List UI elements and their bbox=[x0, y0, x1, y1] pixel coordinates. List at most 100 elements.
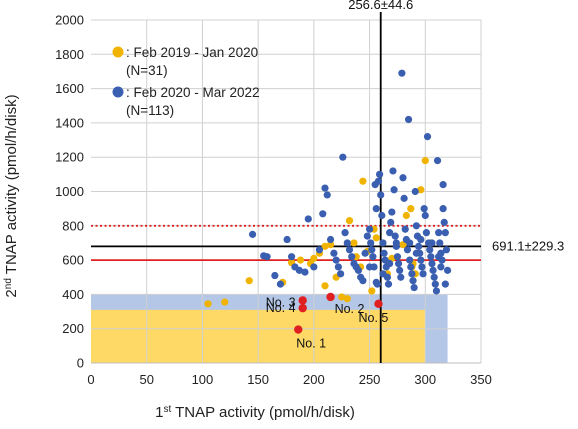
point-2020 bbox=[400, 194, 408, 202]
point-2020 bbox=[369, 253, 377, 261]
point-2020 bbox=[435, 229, 443, 237]
point-2020 bbox=[428, 239, 436, 247]
axes: 0 200 400 600 800 1000 1200 1400 1600 1800 2000 0 50… bbox=[55, 13, 492, 388]
point-2020 bbox=[407, 263, 415, 271]
legend-label: : Feb 2020 - Mar 2022 bbox=[126, 85, 260, 100]
point-2020 bbox=[431, 280, 439, 288]
point-2020 bbox=[380, 249, 388, 257]
point-2020 bbox=[287, 253, 296, 261]
x-tick-label: 50 bbox=[139, 372, 153, 387]
y-tick-label: 1800 bbox=[55, 47, 84, 62]
point-2019 bbox=[402, 211, 410, 220]
point-2020 bbox=[396, 266, 404, 274]
point-2020 bbox=[440, 218, 448, 226]
point-2019 bbox=[326, 241, 335, 249]
point-2020 bbox=[394, 259, 403, 268]
point-2020 bbox=[391, 232, 399, 240]
point-2020 bbox=[430, 273, 438, 281]
y-tick-label: 200 bbox=[62, 321, 84, 336]
point-2020 bbox=[417, 235, 425, 244]
point-2019 bbox=[407, 205, 415, 213]
point-2019 bbox=[245, 277, 253, 285]
point-2020 bbox=[368, 246, 376, 254]
legend-marker bbox=[112, 46, 124, 58]
point-2020 bbox=[283, 235, 291, 244]
y-axis-title: 2nd TNAP activity (pmol/h/disk) bbox=[3, 94, 21, 297]
point-2020 bbox=[388, 208, 396, 216]
point-2020 bbox=[363, 232, 371, 240]
point-2020 bbox=[435, 253, 443, 261]
point-2020 bbox=[441, 280, 449, 288]
point-2020 bbox=[398, 69, 406, 77]
point-2020 bbox=[393, 253, 402, 261]
x-tick-label: 350 bbox=[470, 372, 492, 387]
point-2020 bbox=[439, 205, 447, 213]
point-2020 bbox=[345, 246, 354, 254]
point-2020 bbox=[386, 259, 394, 268]
point-2020 bbox=[433, 157, 442, 165]
point-2020 bbox=[374, 177, 383, 185]
y-tick-label: 1400 bbox=[55, 115, 84, 130]
y-tick-label: 400 bbox=[62, 287, 84, 302]
point-2020 bbox=[389, 167, 397, 175]
point-2020 bbox=[419, 270, 427, 278]
point-2020 bbox=[401, 225, 409, 233]
point-2020 bbox=[341, 229, 349, 237]
point-2020 bbox=[422, 229, 430, 237]
point-2020 bbox=[330, 249, 338, 257]
point-2019 bbox=[359, 177, 367, 185]
horizontal-mean-label: 691.1±229.3 bbox=[492, 238, 564, 253]
y-tick-label: 1200 bbox=[55, 150, 84, 165]
point-2020 bbox=[337, 270, 345, 278]
point-2020 bbox=[426, 246, 434, 254]
point-2020 bbox=[406, 239, 414, 247]
point-2019 bbox=[321, 282, 329, 290]
point-2019 bbox=[221, 298, 229, 306]
point-2020 bbox=[263, 253, 271, 261]
point-2020 bbox=[323, 191, 331, 199]
point-2020 bbox=[397, 273, 405, 281]
point-2020 bbox=[367, 239, 375, 247]
point-2020 bbox=[378, 211, 386, 220]
point-2020 bbox=[295, 266, 303, 274]
point-2019 bbox=[417, 186, 425, 194]
point-2020 bbox=[301, 268, 309, 276]
point-2020 bbox=[387, 218, 395, 226]
point-2020 bbox=[421, 211, 429, 220]
y-tick-label: 600 bbox=[62, 253, 84, 268]
legend-count: (N=31) bbox=[126, 63, 168, 78]
point-2020 bbox=[354, 266, 363, 274]
x-tick-label: 100 bbox=[192, 372, 214, 387]
point-2020 bbox=[271, 271, 279, 280]
point-2020 bbox=[411, 187, 419, 196]
point-2020 bbox=[372, 278, 380, 286]
point-2020 bbox=[326, 235, 335, 244]
point-2020 bbox=[392, 239, 400, 247]
highlight-label: No. 1 bbox=[296, 337, 326, 351]
point-2020 bbox=[315, 246, 324, 254]
y-tick-label: 800 bbox=[62, 218, 84, 233]
x-tick-label: 250 bbox=[359, 372, 381, 387]
highlight-point bbox=[298, 296, 307, 305]
point-2020 bbox=[304, 215, 312, 223]
point-2019 bbox=[343, 295, 351, 303]
point-2020 bbox=[343, 239, 351, 247]
data-points bbox=[204, 69, 452, 308]
point-2019 bbox=[321, 242, 329, 250]
highlight-label: No. 2 bbox=[335, 302, 365, 316]
point-2020 bbox=[379, 239, 387, 247]
point-2019 bbox=[372, 234, 380, 242]
point-2020 bbox=[415, 242, 423, 250]
point-2019 bbox=[345, 217, 354, 225]
point-2020 bbox=[390, 186, 398, 194]
point-2020 bbox=[423, 133, 432, 141]
x-tick-label: 0 bbox=[87, 372, 94, 387]
legend: : Feb 2019 - Jan 2020 (N=31): Feb 2020 - … bbox=[112, 45, 260, 118]
highlight-label: No. 3 bbox=[266, 295, 296, 309]
x-tick-label: 200 bbox=[303, 372, 325, 387]
point-2020 bbox=[377, 191, 385, 199]
y-tick-label: 0 bbox=[77, 356, 84, 371]
point-2020 bbox=[379, 270, 387, 278]
point-2020 bbox=[359, 277, 367, 285]
